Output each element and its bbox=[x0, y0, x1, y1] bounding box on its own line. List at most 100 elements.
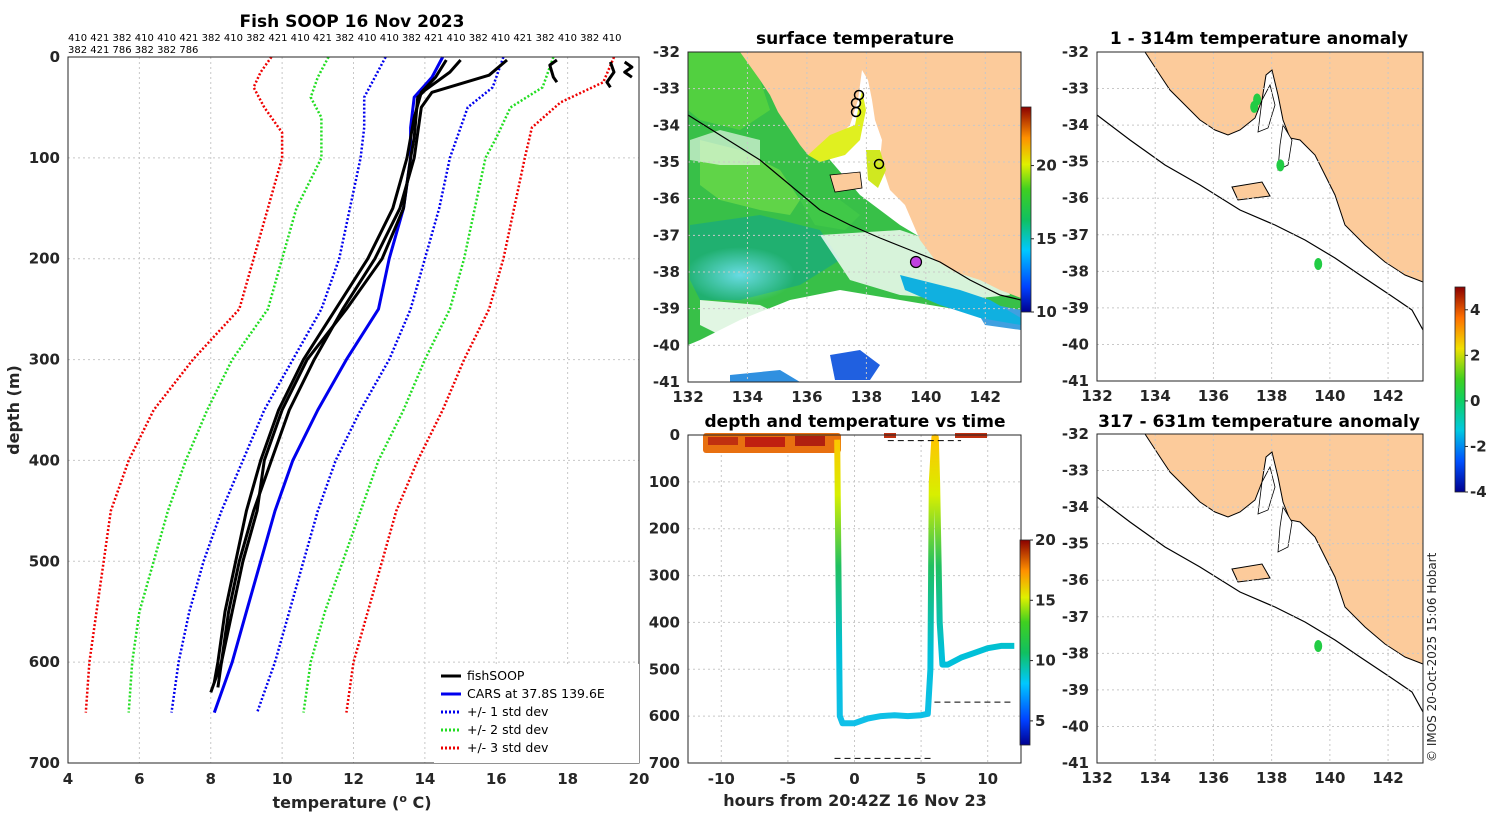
anomaly-shallow-axes-box bbox=[1096, 51, 1424, 382]
sst-cold-patch bbox=[830, 350, 880, 380]
anomaly-shallow-map bbox=[1096, 51, 1424, 381]
anomaly-colorbar bbox=[1454, 286, 1466, 493]
anomaly-deep-panel: 317 - 631m temperature anomaly 132 134 136… bbox=[1062, 412, 1424, 787]
anomaly-deep-grid bbox=[1097, 434, 1423, 763]
profile-xlabel: temperature (o C) bbox=[272, 792, 431, 812]
timeseries-xtick: 5 bbox=[916, 770, 926, 788]
anomaly-deep-ticks: 132 134 136 138 140 142 -32 -33 -34 -35 -36 -37 -38 -… bbox=[1062, 425, 1404, 787]
sst-ytick: -41 bbox=[653, 373, 680, 391]
profile-line-fish3 bbox=[216, 58, 508, 688]
anomaly-shallow-panel: 1 - 314m temperature anomaly 132 134 136 13… bbox=[1062, 29, 1424, 405]
sst-cloud-mask-3 bbox=[690, 130, 760, 165]
sst-mainland bbox=[740, 52, 1021, 298]
timeseries-ytick: 400 bbox=[649, 613, 680, 631]
timeseries-xtick: 10 bbox=[977, 770, 998, 788]
profile-xtick: 8 bbox=[206, 770, 216, 788]
profile-line-fish4 bbox=[548, 58, 559, 84]
profile-ytick: 0 bbox=[50, 48, 60, 66]
profile-line--3-sd bbox=[345, 56, 616, 713]
sst-ytick: -35 bbox=[653, 153, 680, 171]
timeseries-track bbox=[834, 434, 1015, 727]
profile-series bbox=[84, 56, 634, 714]
anomaly-deep-xtick: 132 bbox=[1081, 769, 1112, 787]
anomaly-shallow-ytick: -39 bbox=[1062, 299, 1089, 317]
sst-colorbar-ticks: 10 15 20 bbox=[1031, 157, 1057, 321]
anomaly-deep-bathymetry-line bbox=[1096, 496, 1424, 713]
sst-bathymetry-line bbox=[687, 114, 1022, 301]
sst-ytick: -32 bbox=[653, 43, 680, 61]
profile-line-fish5 bbox=[605, 61, 616, 89]
profile-xtick: 20 bbox=[629, 770, 650, 788]
sst-colorbar-ticklabel: 20 bbox=[1036, 157, 1057, 175]
anomaly-shallow-ytick: -34 bbox=[1062, 116, 1089, 134]
sst-ticks: 132 134 136 138 140 142 -32 -33 -34 -35 -36 -37 -38 -… bbox=[653, 43, 1001, 406]
legend-label-fishsoop: fishSOOP bbox=[467, 668, 525, 683]
anomaly-shallow-spencer-gulf bbox=[1257, 83, 1276, 133]
anomaly-shallow-ytick: -40 bbox=[1062, 335, 1089, 353]
timeseries-xlabel: hours from 20:42Z 16 Nov 23 bbox=[723, 791, 986, 810]
profile-line-fish6 bbox=[623, 60, 634, 79]
profile-xlabel-sup: o bbox=[399, 792, 407, 805]
sst-ytick: -36 bbox=[653, 190, 680, 208]
anomaly-shallow-xtick: 132 bbox=[1081, 387, 1112, 405]
timeseries-surface-warm-2 bbox=[745, 437, 785, 447]
anomaly-deep-ytick: -38 bbox=[1062, 644, 1089, 662]
timeseries-ytick: 700 bbox=[649, 754, 680, 772]
anomaly-shallow-ytick: -38 bbox=[1062, 262, 1089, 280]
anomaly-shallow-xtick: 142 bbox=[1372, 387, 1403, 405]
timeseries-grid bbox=[688, 435, 1021, 763]
timeseries-ytick: 100 bbox=[649, 473, 680, 491]
timeseries-ytick: 300 bbox=[649, 567, 680, 585]
sst-xtick: 134 bbox=[732, 388, 763, 406]
anomaly-shallow-ytick: -33 bbox=[1062, 80, 1089, 98]
sst-northwest-field bbox=[688, 52, 770, 130]
profile-line--2-sd bbox=[127, 56, 330, 713]
anomaly-shallow-mainland bbox=[1144, 51, 1424, 283]
timeseries-ytick: 200 bbox=[649, 520, 680, 538]
profile-line-cars bbox=[212, 56, 445, 714]
profile-ytick: 100 bbox=[29, 149, 60, 167]
legend-box bbox=[434, 664, 639, 763]
profile-xlabel-end: C) bbox=[407, 793, 432, 812]
legend-label-sd1: +/- 1 std dev bbox=[467, 704, 549, 719]
anomaly-shallow-ytick: -36 bbox=[1062, 189, 1089, 207]
anomaly-shallow-ytick: -37 bbox=[1062, 226, 1089, 244]
sst-xtick: 142 bbox=[970, 388, 1001, 406]
anomaly-deep-mainland bbox=[1144, 433, 1424, 665]
profile-top-labels-2: 382 421 786 382 382 786 bbox=[68, 45, 198, 56]
sst-cloud-mask-1 bbox=[700, 300, 790, 335]
profile-ytick: 700 bbox=[29, 754, 60, 772]
sst-ytick: -39 bbox=[653, 300, 680, 318]
sst-cool-patch bbox=[685, 247, 795, 303]
sst-ytick: -34 bbox=[653, 116, 680, 134]
profile-line--1-sd bbox=[170, 56, 387, 713]
anomaly-deep-xtick: 136 bbox=[1198, 769, 1229, 787]
profile-line--2-sd bbox=[302, 56, 555, 713]
sst-xtick: 132 bbox=[672, 388, 703, 406]
anomaly-deep-st-vincent-gulf bbox=[1277, 505, 1293, 553]
profile-xtick: 12 bbox=[343, 770, 364, 788]
sst-vessel-marker-3 bbox=[850, 106, 862, 118]
profile-ytick: 600 bbox=[29, 653, 60, 671]
anomaly-shallow-title: 1 - 314m temperature anomaly bbox=[1110, 29, 1408, 49]
sst-xtick: 138 bbox=[851, 388, 882, 406]
timeseries-colorbar-ticklabel: 10 bbox=[1035, 652, 1056, 670]
anomaly-deep-xtick: 138 bbox=[1256, 769, 1287, 787]
profile-xtick: 18 bbox=[557, 770, 578, 788]
profile-title: Fish SOOP 16 Nov 2023 bbox=[240, 12, 465, 32]
legend-label-sd3: +/- 3 std dev bbox=[467, 740, 549, 755]
anomaly-deep-map bbox=[1096, 433, 1424, 763]
sst-ytick: -33 bbox=[653, 80, 680, 98]
timeseries-colorbar-ticklabel: 15 bbox=[1035, 591, 1056, 609]
sst-ytick: -37 bbox=[653, 226, 680, 244]
timeseries-colorbar-ticklabel: 20 bbox=[1035, 531, 1056, 549]
profile-xlabel-text: temperature ( bbox=[272, 793, 399, 812]
timeseries-colorbar-ticklabel: 5 bbox=[1035, 712, 1045, 730]
sst-ytick: -38 bbox=[653, 263, 680, 281]
timeseries-xtick: -10 bbox=[708, 770, 735, 788]
anomaly-shallow-xtick: 140 bbox=[1314, 387, 1345, 405]
anomaly-deep-ytick: -32 bbox=[1062, 425, 1089, 443]
legend-label-sd2: +/- 2 std dev bbox=[467, 722, 549, 737]
anomaly-shallow-grid bbox=[1097, 52, 1423, 381]
